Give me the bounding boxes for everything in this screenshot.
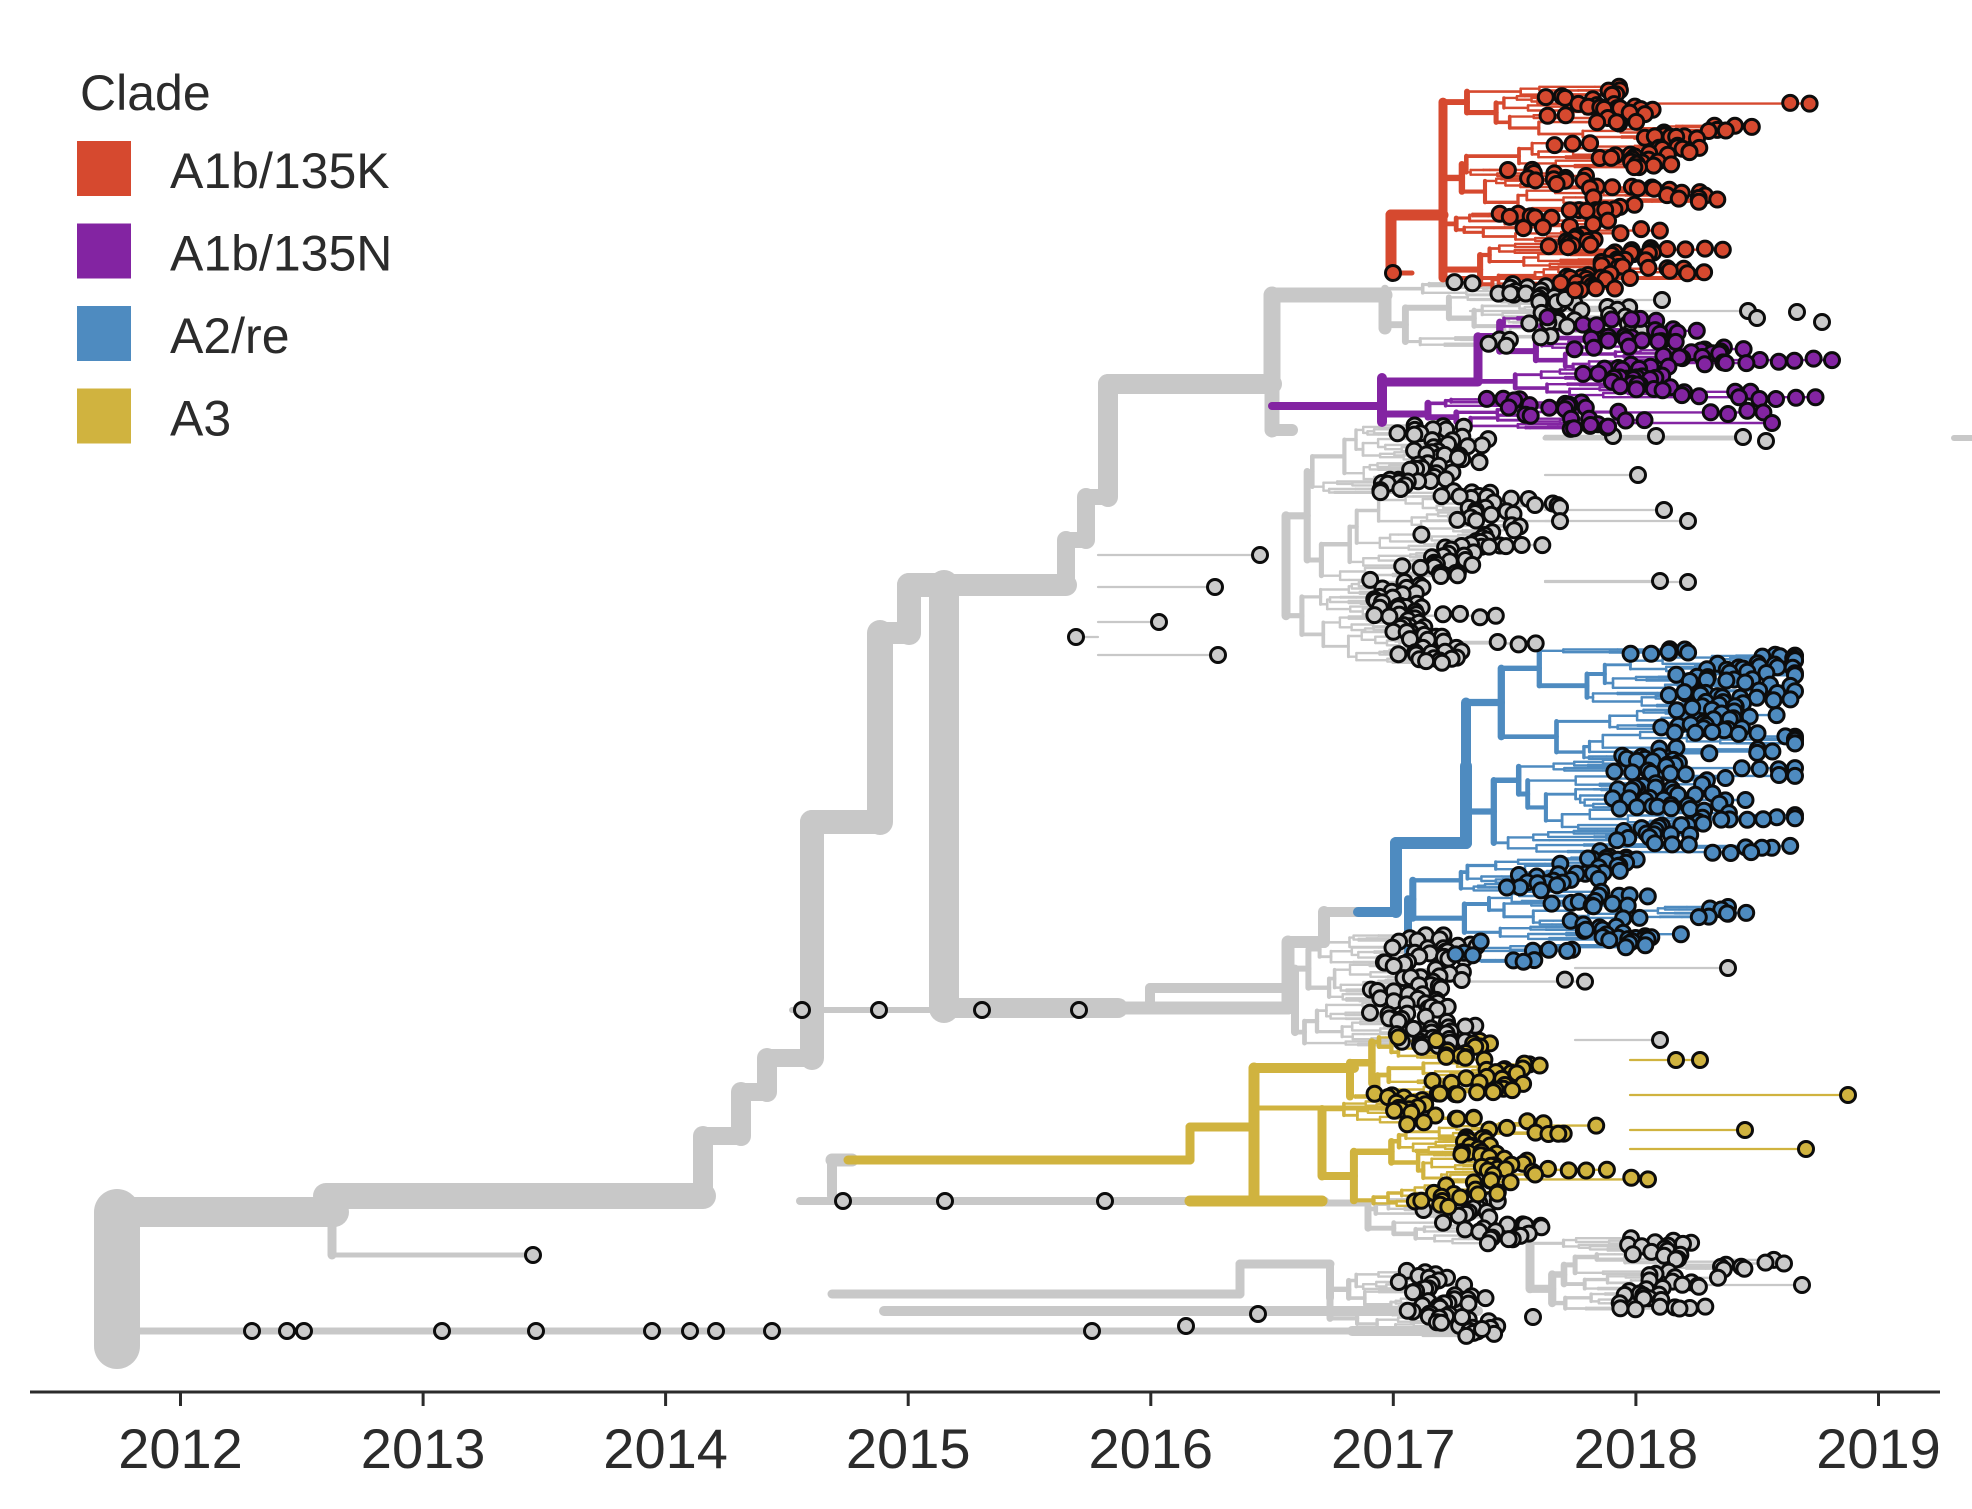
svg-text:A2/re: A2/re xyxy=(170,308,290,364)
svg-text:2018: 2018 xyxy=(1574,1417,1699,1480)
svg-text:2012: 2012 xyxy=(118,1417,243,1480)
svg-text:2016: 2016 xyxy=(1089,1417,1214,1480)
svg-text:2013: 2013 xyxy=(361,1417,486,1480)
svg-text:2017: 2017 xyxy=(1331,1417,1456,1480)
svg-text:A3: A3 xyxy=(170,391,231,447)
svg-text:2019: 2019 xyxy=(1816,1417,1941,1480)
svg-text:A1b/135N: A1b/135N xyxy=(170,226,392,282)
svg-text:Clade: Clade xyxy=(80,65,211,121)
svg-text:A1b/135K: A1b/135K xyxy=(170,143,390,199)
svg-text:2014: 2014 xyxy=(603,1417,728,1480)
svg-text:2015: 2015 xyxy=(846,1417,971,1480)
